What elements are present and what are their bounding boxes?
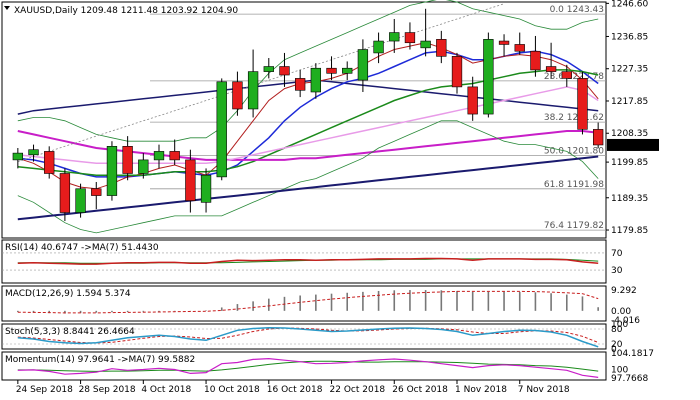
fib-label-2: 38.2 1211.62 [544,113,604,123]
candle-body-35 [561,71,572,79]
candle-body-14 [232,81,243,110]
candle-body-34 [545,66,557,72]
candle-body-29 [467,86,478,115]
candle-body-1 [28,149,39,156]
momentum-line [17,357,599,378]
candle-body-25 [404,32,416,44]
candle-body-17 [279,66,290,76]
candle-body-26 [420,40,431,49]
main-title: XAUUSD,Daily 1209.48 1211.48 1203.92 120… [14,6,238,16]
candle-body-3 [59,173,71,213]
fib-label-3: 50.0 1201.80 [544,146,604,156]
main-ytick-label-7: 1179.85 [611,226,648,236]
x-tick-label-5: 22 Oct 2018 [330,385,386,395]
candle-body-10 [169,151,180,161]
x-tick-label-6: 26 Oct 2018 [392,385,448,395]
stoch-ytick-label-2: 20 [611,340,623,350]
rsi-pane-frame [1,239,607,284]
candle-body-32 [514,44,525,52]
candle-body-4 [75,188,86,213]
stoch-d-line [17,327,599,344]
current-price-box [607,138,659,151]
candle-body-21 [342,67,353,74]
candle-body-31 [498,40,510,45]
macd-pane-frame [1,285,607,322]
x-tick-label-1: 28 Sep 2018 [79,385,136,395]
macd-ytick-label-0: 9.292 [611,286,637,296]
main-line-trend-support [17,155,599,221]
main-line-bb-lower [17,120,599,234]
fib-label-0: 0.0 1243.43 [550,5,604,15]
x-tick-label-2: 4 Oct 2018 [141,385,191,395]
main-line-dotted-trend [17,3,505,162]
stoch-title: Stoch(5,3,3) 8.8441 26.4664 [5,327,135,337]
stoch-ytick-label-0: 100 [611,320,628,330]
candle-body-5 [91,188,102,196]
main-ytick-label-2: 1227.35 [611,65,648,75]
candle-body-9 [153,151,165,161]
main-ytick-label-3: 1217.85 [611,97,648,107]
main-ytick-label-1: 1236.85 [611,32,648,42]
macd-signal-line [17,290,599,314]
candle-body-13 [216,81,227,178]
candle-body-30 [483,39,494,115]
stoch-pane-frame [1,323,607,350]
macd-ytick-label-1: 0.00 [611,307,631,317]
candle-body-37 [592,129,604,146]
candle-body-12 [200,174,212,203]
fib-label-4: 61.8 1191.98 [544,180,604,190]
candle-body-2 [44,151,55,174]
main-ytick-label-6: 1189.35 [611,194,648,204]
main-ytick-label-4: 1208.35 [611,129,648,139]
momentum-title: Momentum(14) 97.9641 ->MA(7) 99.5882 [5,355,195,365]
candle-body-24 [389,32,400,42]
candle-body-28 [451,56,463,88]
stoch-k-line [17,327,599,348]
momentum-ytick-label-0: 104.1817 [611,349,654,359]
candle-body-7 [122,146,133,174]
candle-body-0 [12,152,24,161]
x-tick-label-3: 10 Oct 2018 [204,385,260,395]
rsi-line [17,257,599,265]
candle-body-19 [310,67,322,93]
x-tick-label-7: 1 Nov 2018 [455,385,507,395]
candle-body-8 [138,159,149,174]
macd-title: MACD(12,26,9) 1.594 5.374 [5,289,131,299]
main-line-bb-upper [17,0,599,142]
candle-body-27 [436,39,447,57]
rsi-ytick-label-0: 70 [611,249,623,259]
momentum-pane-frame [1,351,607,381]
x-tick-label-4: 16 Oct 2018 [267,385,323,395]
candle-body-22 [357,49,369,81]
fib-label-1: 23.6 1223.78 [544,72,604,82]
momentum-ytick-label-2: 97.7668 [611,374,648,384]
x-tick-label-0: 24 Sep 2018 [16,385,73,395]
candle-body-6 [106,146,118,196]
rsi-ytick-label-1: 30 [611,266,623,276]
candle-body-36 [577,78,588,130]
candle-body-11 [185,159,196,201]
candle-body-16 [263,66,274,72]
fib-label-5: 76.4 1179.82 [544,221,604,231]
stoch-ytick-label-1: 80 [611,325,623,335]
momentum-ytick-label-1: 100 [611,366,628,376]
stoch-ytick-label-3: 0 [611,345,617,355]
candle-body-20 [326,67,337,74]
main-pane-frame [1,1,607,239]
main-ytick-label-5: 1199.85 [611,158,648,168]
macd-ytick-label-2: -4.016 [611,316,640,326]
rsi-title: RSI(14) 40.6747 ->MA(7) 51.4430 [5,243,159,253]
current-price-label: 1204.90 [611,141,648,151]
candle-body-23 [373,40,384,54]
main-ytick-label-0: 1246.60 [611,0,648,9]
candle-body-18 [294,78,306,91]
symbol-menu-icon [4,6,10,10]
candle-body-33 [530,50,541,71]
main-line-navy [17,79,599,115]
candle-body-15 [247,71,259,110]
x-tick-label-8: 7 Nov 2018 [518,385,570,395]
